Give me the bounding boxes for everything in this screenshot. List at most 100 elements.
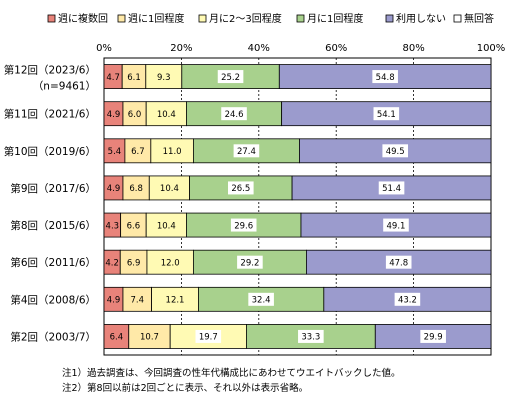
data-label: 4.9 [107,110,121,120]
data-label-bg [383,218,409,232]
legend-swatch [453,14,462,23]
category-label: 第9回（2017/6） [10,182,96,195]
data-label: 49.5 [386,147,405,157]
category-label: 第11回（2021/6） [4,108,96,121]
data-label: 10.7 [140,333,159,343]
data-label: 6.4 [110,333,124,343]
x-axis-ticks: 0% 20% 40% 60% 80% 100% [96,43,505,54]
category-label: 第10回（2019/6） [4,145,96,158]
data-label-bg [228,181,254,195]
data-label: 4.3 [106,221,120,231]
data-label-bg [382,144,409,158]
data-label-bg [221,107,247,121]
data-label: 26.5 [231,184,250,194]
legend-label: 週に1回程度 [128,12,184,25]
category-label: 第8回（2015/6） [10,219,96,232]
legend-swatch [198,14,207,23]
data-label: 6.0 [128,110,142,120]
data-label: 29.6 [234,221,253,231]
x-tick-label: 0% [96,43,112,54]
data-label-bg [248,292,274,306]
data-label: 51.4 [382,184,401,194]
data-label-bg [230,218,257,232]
legend-label: 無回答 [464,12,494,25]
bar-segment [103,324,130,349]
x-tick-label: 80% [402,43,424,54]
data-label: 4.2 [105,258,119,268]
data-label: 49.1 [387,221,406,231]
data-label: 27.4 [237,147,256,157]
data-label: 54.8 [376,73,395,83]
legend-label: 利用しない [396,13,446,25]
category-label: 第12回（2023/6） [4,64,96,77]
data-label: 11.0 [163,147,182,157]
data-label: 12.1 [166,296,185,306]
legend-swatch [117,14,126,23]
data-label: 4.7 [106,73,120,83]
data-label: 4.9 [107,296,121,306]
data-label: 10.4 [157,110,176,120]
bar-segment [124,138,152,164]
footnote-2: 注2）第8回以前は2回ごとに表示、それ以外は表示省略。 [62,383,309,394]
x-tick-label: 20% [170,43,192,54]
bar-segments: 4.7 6.1 9.3 25.2 54.8 4.9 6.0 10.4 24.6 54.1 5.4 6.… [103,64,492,349]
data-label: 43.2 [398,296,417,306]
data-label: 29.2 [240,258,259,268]
data-label-bg [372,70,398,84]
category-labels: 第12回（2023/6） （n=9461） 第11回（2021/6） 第10回（201… [4,64,96,344]
data-label: 4.9 [107,184,121,194]
bar-segment [145,212,187,238]
data-label-bg [378,181,405,195]
bar-segment [150,138,194,164]
x-tick-label: 100% [477,43,506,54]
category-label: 第2回（2003/7） [10,330,96,343]
data-label: 10.4 [157,221,176,231]
data-label-bg [394,292,421,306]
data-label: 32.4 [252,296,271,306]
bar-segment [120,212,147,238]
category-label-sub: （n=9461） [33,81,96,93]
data-label: 6.6 [127,221,141,231]
data-label-bg [217,70,244,84]
data-label-bg [420,329,446,343]
legend-swatch [47,14,56,23]
bar-segment [151,286,199,312]
data-label-bg [237,255,263,269]
footnote-1: 注1）過去調査は、今回調査の性年代構成比にあわせてウエイトバックした値。 [62,368,401,379]
legend-label: 月に2～3回程度 [209,12,282,25]
data-label: 29.9 [424,333,443,343]
legend-swatch [385,14,394,23]
bar-segment [122,175,150,201]
data-label: 6.1 [127,73,141,83]
data-label: 47.8 [389,258,408,268]
data-label-bg [195,329,222,343]
data-label-bg [385,255,412,269]
data-label: 10.4 [160,184,179,194]
data-label: 6.9 [127,258,141,268]
data-label: 33.3 [301,333,320,343]
data-label: 5.4 [108,147,122,157]
legend-swatch [296,14,305,23]
x-tick-label: 60% [325,43,347,54]
data-label-bg [298,329,324,343]
bar-segment [145,64,183,89]
data-label: 25.2 [221,73,240,83]
data-label-bg [373,107,400,121]
chart-legend: 週に複数回 週に1回程度 月に2～3回程度 月に1回程度 利用しない 無回答 [47,12,494,25]
data-label: 6.8 [129,184,143,194]
data-label: 9.3 [157,73,171,83]
data-label: 6.7 [131,147,145,157]
data-label-bg [233,144,260,158]
data-label: 7.4 [131,296,145,306]
category-label: 第4回（2008/6） [10,293,96,306]
legend-label: 週に複数回 [58,12,108,25]
data-label: 54.1 [377,110,396,120]
x-tick-label: 40% [248,43,270,54]
data-label: 12.0 [161,258,180,268]
bar-segment [145,101,187,127]
legend-label: 月に1回程度 [307,12,363,25]
category-label: 第6回（2011/6） [10,256,96,269]
data-label: 19.7 [199,333,218,343]
data-label: 24.6 [225,110,244,120]
